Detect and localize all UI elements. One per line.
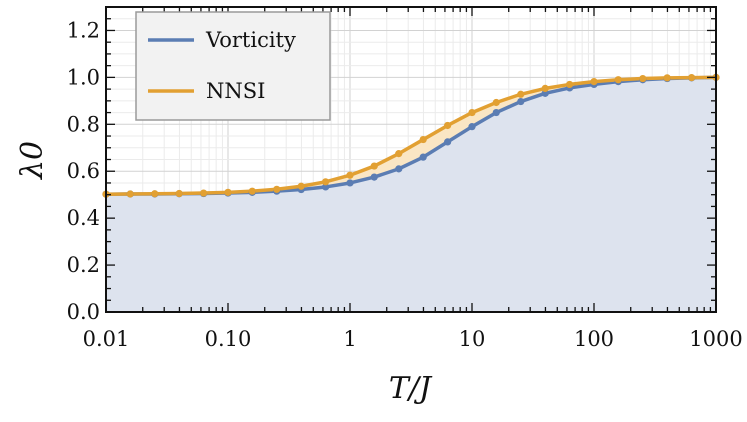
nnsi-data-point	[395, 150, 403, 158]
x-tick-label: 0.01	[83, 327, 130, 351]
nnsi-data-point	[663, 74, 671, 82]
y-tick-label: 0.4	[67, 206, 100, 230]
vorticity-data-point	[468, 123, 476, 131]
nnsi-data-point	[297, 182, 305, 190]
vorticity-data-point	[395, 165, 403, 173]
y-axis-label: λ0	[15, 141, 50, 180]
y-tick-label: 0.8	[67, 112, 100, 136]
nnsi-data-point	[273, 185, 281, 193]
area-fills	[106, 77, 716, 312]
x-tick-label: 1	[343, 327, 356, 351]
nnsi-data-point	[444, 121, 452, 130]
nnsi-data-point	[248, 187, 256, 195]
nnsi-series-line	[105, 75, 717, 196]
tick-labels: 0.01 0.10 1 10 100 1000 0.0 0.2 0.4 0.6 0.8 1.0 1.2	[67, 18, 743, 351]
y-tick-label: 0.6	[67, 159, 100, 183]
series-points	[102, 73, 720, 198]
vorticity-data-point	[322, 183, 330, 191]
nnsi-data-point	[517, 90, 525, 98]
vorticity-data-point	[370, 173, 378, 181]
series-lines	[105, 75, 717, 196]
nnsi-data-point	[370, 162, 378, 170]
nnsi-data-point	[566, 80, 574, 89]
legend-label-vorticity: Vorticity	[205, 28, 296, 52]
vorticity-data-point	[419, 153, 427, 161]
nnsi-data-point	[346, 171, 354, 179]
nnsi-data-point	[639, 74, 647, 83]
x-axis-label: T/J	[389, 371, 433, 406]
nnsi-data-point	[151, 190, 159, 198]
y-tick-label: 1.2	[67, 18, 100, 42]
x-tick-label: 0.10	[205, 327, 252, 351]
vorticity-data-point	[517, 97, 525, 106]
nnsi-data-point	[200, 189, 208, 197]
y-tick-label: 1.0	[67, 65, 100, 89]
y-tick-label: 0.2	[67, 253, 100, 277]
nnsi-data-point	[590, 78, 598, 86]
nnsi-data-point	[322, 178, 330, 186]
nnsi-data-point	[541, 84, 549, 93]
vorticity-data-point	[541, 89, 549, 97]
nnsi-data-point	[614, 76, 622, 84]
nnsi-data-point	[224, 188, 232, 196]
ticks	[105, 6, 717, 313]
x-tick-label: 100	[574, 327, 614, 351]
nnsi-data-point	[419, 135, 427, 144]
nnsi-data-point	[492, 98, 500, 107]
legend: Vorticity NNSI	[135, 11, 331, 121]
legend-label-nnsi: NNSI	[206, 79, 265, 103]
y-tick-label: 0.0	[67, 300, 100, 324]
nnsi-data-point	[688, 74, 696, 82]
nnsi-data-point	[175, 189, 183, 198]
nnsi-data-point	[126, 190, 134, 198]
x-tick-label: 10	[459, 327, 486, 351]
x-tick-label: 1000	[689, 327, 742, 351]
legend-box	[135, 11, 331, 121]
vorticity-data-point	[444, 138, 452, 146]
vorticity-area-fill	[106, 77, 716, 312]
nnsi-data-point	[468, 108, 476, 117]
vorticity-data-point	[492, 108, 500, 117]
vorticity-data-point	[346, 179, 354, 187]
